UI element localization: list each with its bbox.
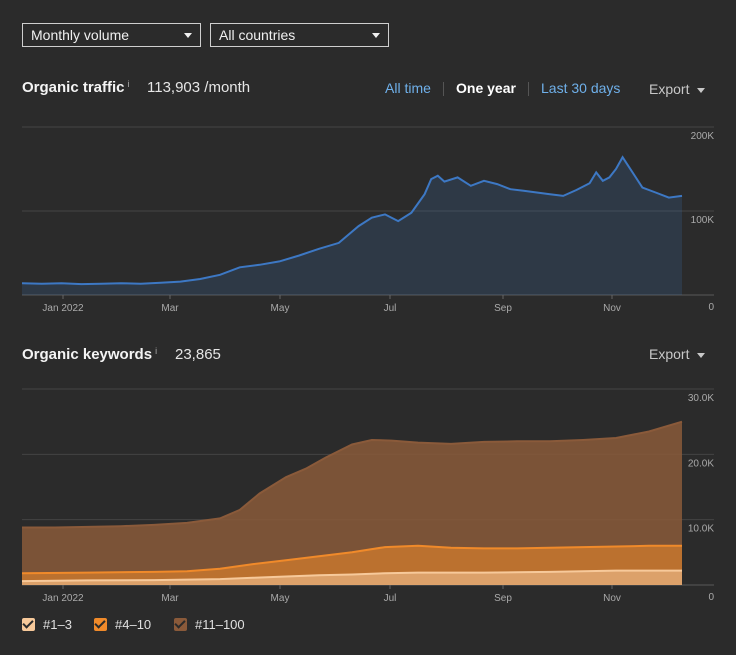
range-last-30-days[interactable]: Last 30 days <box>541 80 621 96</box>
x-tick-label: Sep <box>494 303 512 314</box>
x-tick-label: Jan 2022 <box>42 593 84 604</box>
y-tick-label: 0 <box>708 592 714 603</box>
series-line <box>21 155 683 286</box>
y-tick-label: 30.0K <box>688 393 714 404</box>
chevron-down-icon <box>184 33 192 38</box>
checkbox-icon[interactable] <box>22 618 35 631</box>
y-tick-label: 0 <box>708 302 714 313</box>
x-tick-label: Nov <box>603 303 621 314</box>
keywords-title-text: Organic keywords <box>22 346 153 363</box>
export-label: Export <box>649 81 690 97</box>
keywords-title: Organic keywords i <box>22 346 157 363</box>
series-line <box>21 544 682 575</box>
y-tick-label: 200K <box>691 131 715 142</box>
x-tick-label: Sep <box>494 593 512 604</box>
x-tick-label: Jul <box>384 303 397 314</box>
x-tick-label: Mar <box>161 593 179 604</box>
x-tick-label: Nov <box>603 593 621 604</box>
y-tick-label: 20.0K <box>688 458 714 469</box>
chevron-down-icon <box>697 87 706 93</box>
legend-item-top100[interactable]: #11–100 <box>174 617 245 632</box>
country-select[interactable]: All countries <box>210 23 389 47</box>
traffic-export-button[interactable]: Export <box>649 81 706 97</box>
country-select-value: All countries <box>219 27 296 43</box>
series-line <box>21 569 682 583</box>
y-tick-label: 10.0K <box>688 524 714 535</box>
info-icon[interactable]: i <box>127 79 130 89</box>
export-label: Export <box>649 346 690 362</box>
chevron-down-icon <box>697 352 706 358</box>
x-tick-label: May <box>271 303 290 314</box>
volume-select-value: Monthly volume <box>31 27 130 43</box>
traffic-title-text: Organic traffic <box>22 79 125 96</box>
x-tick-label: Mar <box>161 303 179 314</box>
divider <box>443 82 444 96</box>
checkbox-icon[interactable] <box>94 618 107 631</box>
keywords-export-button[interactable]: Export <box>649 346 706 362</box>
legend-label: #4–10 <box>115 617 152 632</box>
chevron-down-icon <box>372 33 380 38</box>
range-one-year[interactable]: One year <box>456 80 516 96</box>
legend-label: #1–3 <box>43 617 72 632</box>
info-icon[interactable]: i <box>155 346 158 356</box>
series-area <box>22 421 682 585</box>
keywords-chart: 30.0K 20.0K 10.0K 0 Jan 2022 Mar May Jul Sep Nov <box>21 388 714 604</box>
legend-item-top10[interactable]: #4–10 <box>94 617 151 632</box>
volume-select[interactable]: Monthly volume <box>22 23 201 47</box>
y-tick-label: 100K <box>691 215 715 226</box>
series-area <box>22 570 682 585</box>
legend-label: #11–100 <box>195 617 245 632</box>
checkbox-icon[interactable] <box>174 618 187 631</box>
traffic-chart: 200K 100K 0 Jan 2022 Mar May Jul Sep Nov <box>21 126 715 314</box>
traffic-value: 113,903 /month <box>147 79 251 96</box>
keywords-value: 23,865 <box>175 346 221 363</box>
traffic-title: Organic traffic i <box>22 79 130 96</box>
x-tick-label: Jul <box>384 593 397 604</box>
range-all-time[interactable]: All time <box>385 80 431 96</box>
x-tick-label: May <box>271 593 290 604</box>
divider <box>528 82 529 96</box>
series-area <box>22 157 682 295</box>
legend-item-top3[interactable]: #1–3 <box>22 617 72 632</box>
series-line <box>22 420 683 529</box>
x-tick-label: Jan 2022 <box>42 303 84 314</box>
